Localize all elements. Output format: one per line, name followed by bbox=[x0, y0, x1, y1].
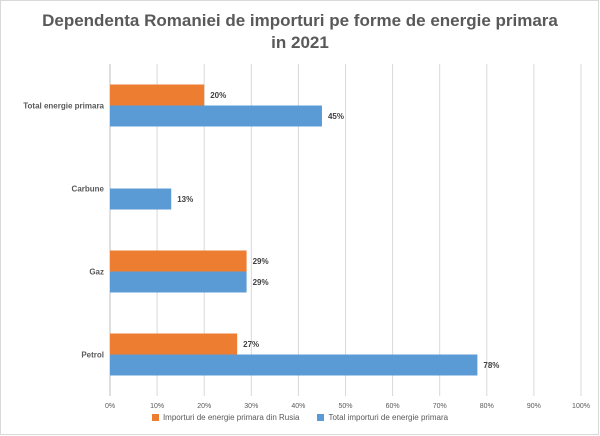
x-tick-label: 40% bbox=[291, 403, 305, 410]
bar bbox=[110, 271, 247, 293]
legend-label-total: Total importuri de energie primara bbox=[328, 413, 449, 422]
chart-legend: Importuri de energie primara din Rusia T… bbox=[0, 413, 600, 422]
legend-item-russia: Importuri de energie primara din Rusia bbox=[151, 413, 300, 422]
legend-swatch-total bbox=[317, 414, 325, 421]
x-tick-label: 0% bbox=[105, 403, 115, 410]
data-label: 45% bbox=[328, 112, 344, 121]
x-tick-label: 20% bbox=[197, 403, 211, 410]
data-label: 13% bbox=[177, 195, 193, 204]
data-label: 27% bbox=[243, 340, 259, 349]
category-label: Petrol bbox=[81, 351, 104, 360]
x-tick-label: 70% bbox=[433, 403, 447, 410]
x-tick-label: 30% bbox=[244, 403, 258, 410]
data-label: 29% bbox=[253, 278, 269, 287]
category-label: Carbune bbox=[72, 185, 105, 194]
legend-label-russia: Importuri de energie primara din Rusia bbox=[162, 413, 300, 422]
x-tick-label: 80% bbox=[480, 403, 494, 410]
category-label: Gaz bbox=[89, 268, 104, 277]
bar bbox=[110, 84, 205, 106]
data-label: 29% bbox=[253, 257, 269, 266]
data-label: 78% bbox=[483, 361, 499, 370]
chart-title-line-1: Dependenta Romaniei de importuri pe form… bbox=[42, 11, 558, 30]
x-tick-label: 10% bbox=[150, 403, 164, 410]
data-label: 20% bbox=[210, 91, 226, 100]
x-tick-label: 60% bbox=[386, 403, 400, 410]
bar bbox=[110, 333, 238, 355]
bar bbox=[110, 354, 478, 376]
category-label: Total energie primara bbox=[23, 102, 104, 111]
bar bbox=[110, 250, 247, 272]
x-tick-label: 90% bbox=[527, 403, 541, 410]
chart-title: Dependenta Romaniei de importuri pe form… bbox=[0, 10, 600, 54]
legend-swatch-russia bbox=[151, 414, 159, 421]
bar bbox=[110, 105, 322, 127]
bar bbox=[110, 188, 172, 210]
legend-item-total: Total importuri de energie primara bbox=[317, 413, 448, 422]
x-tick-label: 100% bbox=[572, 403, 590, 410]
chart-title-line-2: in 2021 bbox=[271, 33, 329, 52]
x-tick-label: 50% bbox=[338, 403, 352, 410]
